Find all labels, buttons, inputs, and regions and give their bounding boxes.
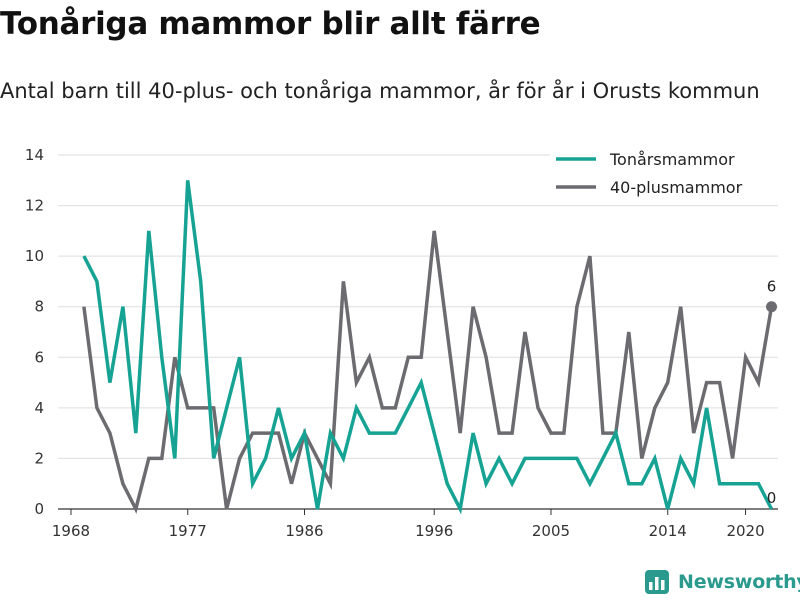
x-tick-label: 1986 bbox=[285, 522, 323, 540]
x-tick-label: 2005 bbox=[532, 522, 570, 540]
y-tick-label: 2 bbox=[34, 449, 44, 467]
end-point-40-plusmammor bbox=[766, 301, 778, 313]
x-tick-label: 1977 bbox=[169, 522, 207, 540]
end-label-tonarsmammor: 0 bbox=[767, 489, 777, 507]
x-tick-label: 1968 bbox=[52, 522, 90, 540]
x-tick-label: 2020 bbox=[726, 522, 764, 540]
x-tick-label: 1996 bbox=[415, 522, 453, 540]
y-tick-label: 10 bbox=[25, 247, 44, 265]
chart-title: Tonåriga mammor blir allt färre bbox=[0, 6, 541, 42]
y-tick-label: 12 bbox=[25, 197, 44, 215]
chart-subtitle: Antal barn till 40-plus- och tonåriga ma… bbox=[0, 79, 760, 103]
x-axis: 1968 1977 1986 1996 2005 2014 2020 bbox=[52, 508, 778, 540]
brand-logo: Newsworthy bbox=[644, 569, 800, 595]
brand-name: Newsworthy bbox=[678, 571, 800, 593]
x-tick-label: 2014 bbox=[649, 522, 687, 540]
end-label-40-plusmammor: 6 bbox=[767, 278, 777, 296]
y-tick-label: 0 bbox=[34, 500, 44, 518]
legend-background bbox=[550, 145, 780, 205]
bar-chart-icon bbox=[645, 570, 669, 594]
legend-label-tonarsmammor: Tonårsmammor bbox=[609, 150, 735, 169]
series-line-tonarsmammor bbox=[82, 180, 774, 515]
legend: Tonårsmammor 40-plusmammor bbox=[550, 145, 780, 205]
y-axis-ticks: 0 2 4 6 8 10 12 14 bbox=[25, 146, 44, 518]
y-tick-label: 14 bbox=[25, 146, 44, 164]
y-tick-label: 4 bbox=[34, 399, 44, 417]
end-markers: 06 bbox=[766, 278, 778, 507]
y-tick-label: 6 bbox=[34, 348, 44, 366]
y-tick-label: 8 bbox=[34, 298, 44, 316]
series-lines bbox=[82, 180, 774, 515]
series-line-40-plusmammor bbox=[82, 230, 774, 514]
legend-label-40-plusmammor: 40-plusmammor bbox=[610, 178, 743, 197]
